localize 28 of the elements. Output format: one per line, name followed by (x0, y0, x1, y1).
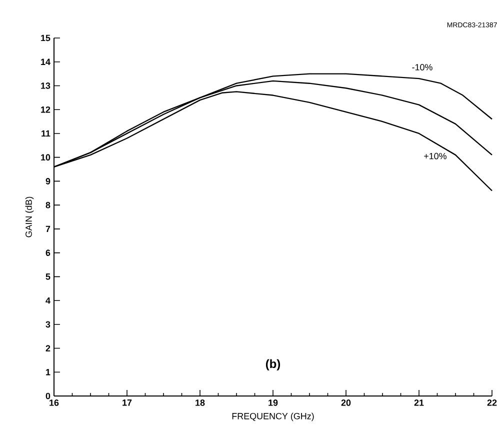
y-tick-label: 8 (46, 202, 50, 208)
annotation: (b) (266, 359, 280, 370)
y-tick-label: 3 (46, 321, 50, 328)
x-tick-label: 16 (50, 400, 59, 406)
y-tick-label: 1 (46, 369, 50, 376)
y-tick-label: 2 (46, 345, 50, 352)
x-tick-label: 19 (268, 400, 278, 406)
y-tick-label: 11 (42, 130, 50, 137)
y-tick-label: 10 (41, 154, 50, 161)
y-tick-label: 0 (46, 392, 50, 400)
x-tick-label: 17 (122, 400, 132, 406)
y-tick-label: 12 (41, 106, 50, 113)
series-label: -10% (412, 64, 432, 70)
x-tick-label: 20 (341, 400, 351, 406)
series-label: +10% (424, 152, 446, 160)
y-axis-title: GAIN (dB) (25, 196, 34, 238)
y-tick-label: 4 (46, 297, 50, 304)
y-tick-label: 14 (41, 58, 50, 65)
y-tick-label: 5 (46, 274, 50, 280)
y-tick-label: 7 (46, 226, 50, 232)
y-tick-label: 13 (41, 82, 50, 89)
x-axis-title: FREQUENCY (GHz) (232, 412, 314, 422)
y-tick-label: 9 (46, 178, 50, 184)
x-tick-label: 18 (196, 400, 205, 406)
x-tick-label: 21 (414, 400, 424, 406)
y-tick-label: 6 (46, 250, 50, 256)
y-tick-label: 15 (41, 34, 50, 42)
x-tick-label: 22 (487, 400, 497, 406)
